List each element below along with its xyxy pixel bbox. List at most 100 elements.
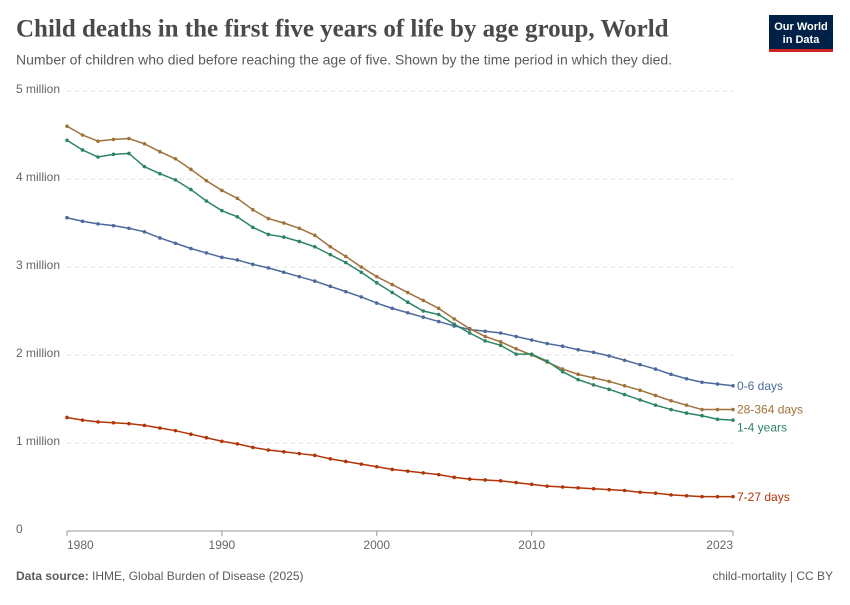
- point: [622, 392, 627, 397]
- y-tick-label: 3 million: [16, 258, 60, 272]
- point: [576, 377, 580, 382]
- source-label: Data source:: [16, 569, 89, 583]
- y-tick-label: 1 million: [16, 434, 60, 448]
- logo-underline: [769, 49, 833, 52]
- point: [111, 152, 116, 157]
- point: [514, 334, 518, 339]
- point: [235, 215, 240, 219]
- point: [452, 322, 457, 327]
- source: Data source: IHME, Global Burden of Dise…: [16, 569, 303, 583]
- point: [158, 149, 162, 154]
- point: [173, 156, 178, 161]
- line: [66, 216, 734, 387]
- point: [65, 138, 69, 143]
- point: [251, 262, 255, 267]
- point: [374, 281, 379, 285]
- point: [266, 216, 271, 221]
- point: [669, 493, 673, 497]
- point: [80, 418, 85, 422]
- point: [529, 482, 534, 487]
- point: [545, 484, 549, 488]
- point: [607, 487, 611, 492]
- point: [700, 413, 704, 418]
- point: [421, 298, 426, 303]
- point: [436, 312, 441, 317]
- point: [142, 164, 147, 169]
- point: [235, 258, 240, 262]
- point: [498, 340, 503, 344]
- point: [405, 310, 410, 315]
- point: [467, 331, 472, 335]
- point: [715, 382, 720, 386]
- point: [158, 171, 162, 176]
- point: [622, 358, 627, 363]
- point: [545, 341, 549, 346]
- series-label: 7-27 days: [737, 490, 790, 504]
- point: [127, 421, 131, 426]
- point: [436, 319, 441, 324]
- point: [622, 384, 627, 388]
- point: [235, 442, 240, 446]
- point: [560, 367, 565, 371]
- point: [591, 350, 596, 355]
- point: [405, 300, 410, 305]
- point: [700, 407, 704, 412]
- point: [142, 423, 147, 428]
- point: [405, 290, 410, 295]
- point: [390, 306, 395, 311]
- y-tick-label: 0: [16, 522, 23, 536]
- point: [483, 329, 487, 334]
- logo[interactable]: Our World in Data: [769, 15, 833, 52]
- point: [622, 488, 627, 493]
- point: [684, 411, 689, 415]
- point: [498, 331, 503, 335]
- point: [266, 232, 271, 237]
- point: [96, 139, 100, 143]
- x-tick-label: 1990: [209, 538, 236, 552]
- point: [282, 235, 286, 239]
- source-text: IHME, Global Burden of Disease (2025): [92, 569, 303, 583]
- point: [483, 334, 487, 339]
- point: [684, 403, 689, 407]
- point: [638, 388, 642, 393]
- point: [343, 459, 348, 464]
- point: [390, 467, 395, 472]
- chart-title: Child deaths in the first five years of …: [16, 16, 669, 43]
- point: [452, 317, 457, 321]
- point: [436, 306, 441, 311]
- point: [436, 472, 441, 477]
- point: [158, 236, 162, 240]
- point: [653, 393, 658, 398]
- series-label: 28-364 days: [737, 403, 803, 417]
- point: [529, 338, 534, 342]
- point: [498, 479, 503, 483]
- point: [374, 464, 379, 469]
- point: [251, 445, 255, 450]
- point: [65, 124, 69, 128]
- point: [343, 289, 348, 294]
- point: [498, 343, 503, 348]
- point: [591, 383, 596, 387]
- point: [220, 188, 224, 193]
- point: [220, 439, 224, 444]
- point: [297, 226, 302, 231]
- point: [700, 380, 704, 385]
- point: [328, 284, 333, 289]
- point: [127, 151, 131, 156]
- point: [204, 199, 209, 203]
- point: [173, 428, 178, 433]
- point: [282, 221, 286, 225]
- point: [483, 339, 487, 343]
- point: [560, 485, 565, 489]
- point: [204, 178, 209, 183]
- point: [313, 233, 317, 238]
- point: [669, 372, 673, 377]
- logo-text: in Data: [783, 34, 821, 46]
- point: [653, 491, 658, 495]
- point: [313, 279, 317, 283]
- point: [576, 347, 580, 352]
- point: [591, 486, 596, 491]
- point: [266, 448, 271, 452]
- point: [111, 420, 116, 425]
